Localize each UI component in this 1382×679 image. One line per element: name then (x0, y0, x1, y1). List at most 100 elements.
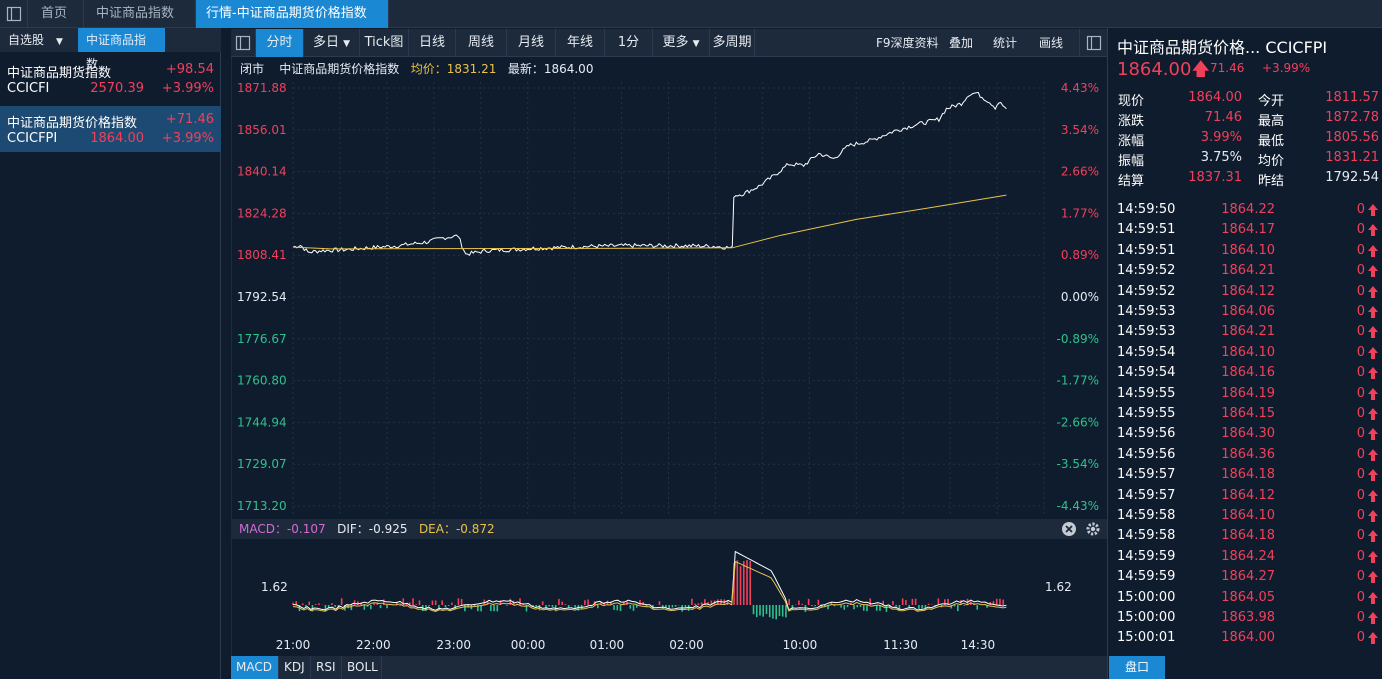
instrument-title: 中证商品期货价格... CCICFPI (1117, 38, 1328, 57)
tick-row: 15:00:00 1863.98 0 (1108, 610, 1382, 630)
watchlist-item-pct: +3.99% (161, 131, 214, 146)
x-tick-label: 21:00 (276, 638, 311, 652)
chart-panel-toggle-button[interactable] (231, 29, 256, 57)
watchlist-item-selected[interactable]: 中证商品期货价格指数 +71.46 CCICFPI 1864.00 +3.99% (0, 106, 221, 152)
tick-price: 1864.10 (1221, 508, 1275, 523)
tick-time: 14:59:56 (1117, 426, 1176, 442)
x-tick-label: 11:30 (883, 638, 918, 652)
f9-research-label: F9深度资料 (876, 36, 939, 50)
watchlist-item-change: +71.46 (165, 112, 214, 127)
stat-label: 最高 (1258, 114, 1285, 129)
gear-icon[interactable] (1085, 521, 1101, 537)
tab-macd[interactable]: MACD (231, 656, 279, 679)
y-tick-label: 1760.80 (237, 374, 287, 388)
tick-time: 14:59:59 (1117, 548, 1176, 564)
tick-time: 14:59:51 (1117, 222, 1176, 238)
tab-tick[interactable]: Tick图 (360, 29, 409, 57)
y-tick-label-pct: 0.00% (1061, 290, 1099, 304)
tick-price: 1864.22 (1221, 202, 1275, 217)
price-lines (292, 91, 1007, 257)
avg-price-label: 均价：1831.21 (410, 62, 497, 76)
y-tick-label: 1713.20 (237, 499, 287, 513)
dif-line (292, 550, 1007, 611)
panel-toggle-icon (235, 35, 251, 51)
x-tick-label: 14:30 (961, 638, 996, 652)
tab-multi-period[interactable]: 多周期 (710, 29, 755, 57)
quote-stat-row: 涨幅 3.99% 最低 1805.56 (1108, 130, 1382, 150)
dea-line (292, 560, 1007, 613)
x-tick-label: 01:00 (590, 638, 625, 652)
tab-csi-index-list-label: 中证商品指数 (86, 33, 147, 71)
up-arrow-icon: 🡅 (1191, 59, 1210, 80)
macd-level-right: 1.62 (1045, 580, 1072, 594)
tab-more[interactable]: 更多 ▼ (653, 29, 710, 57)
panel-toggle-icon (6, 6, 21, 22)
tick-row: 14:59:51 1864.10 0 (1108, 243, 1382, 263)
order-book-button[interactable]: 盘口 (1109, 656, 1165, 679)
tick-row: 14:59:56 1864.30 0 (1108, 426, 1382, 446)
tick-volume: 0 (1356, 304, 1365, 319)
tick-row: 15:00:01 1864.00 0 (1108, 630, 1382, 650)
overlay-button[interactable]: 叠加 (949, 29, 973, 57)
tab-csi-index-list[interactable]: 中证商品指数 (78, 28, 165, 71)
tab-boll[interactable]: BOLL (342, 656, 382, 679)
tick-price: 1864.00 (1221, 630, 1275, 646)
up-arrow-icon (1368, 285, 1378, 298)
tab-daily-label: 日线 (418, 35, 445, 50)
tab-rsi[interactable]: RSI (311, 656, 342, 679)
top-tab-bar: 首页 中证商品指数 行情-中证商品期货价格指数× (0, 0, 1382, 49)
tab-multi-day[interactable]: 多日 ▼ (304, 29, 360, 57)
stat-label: 涨幅 (1118, 134, 1145, 149)
f9-research-button[interactable]: F9深度资料 (876, 29, 939, 57)
tab-rsi-label: RSI (316, 660, 336, 674)
tab-yearly[interactable]: 年线 (556, 29, 605, 57)
tab-1min[interactable]: 1分 (605, 29, 653, 57)
tab-daily[interactable]: 日线 (409, 29, 456, 57)
tab-csi-commodity-index[interactable]: 中证商品指数 (84, 0, 196, 28)
tab-intraday[interactable]: 分时 (256, 29, 304, 57)
watchlist-item-code: CCICFPI (7, 131, 58, 146)
tick-volume: 0 (1356, 487, 1365, 503)
y-tick-label: 1744.94 (237, 415, 287, 429)
tab-kdj[interactable]: KDJ (279, 656, 311, 679)
intraday-chart[interactable]: 1871.88 1856.01 1840.14 1824.28 1808.41 1792.… (231, 57, 1107, 656)
current-price-value: 1864.00 (1117, 59, 1192, 80)
tab-monthly[interactable]: 月线 (507, 29, 556, 57)
stat-label: 振幅 (1118, 154, 1145, 169)
macd-value: MACD：-0.107 (239, 522, 326, 536)
current-price: 1864.00🡅 (1117, 57, 1210, 87)
draw-line-button[interactable]: 画线 (1039, 29, 1063, 57)
tick-time: 15:00:00 (1117, 610, 1176, 625)
tab-watchlist[interactable]: 自选股 ▼ (0, 28, 76, 52)
tick-volume: 0 (1356, 467, 1365, 483)
side-panel-toggle-button[interactable] (1079, 29, 1107, 57)
tick-time: 14:59:53 (1117, 304, 1176, 319)
up-arrow-icon (1368, 224, 1378, 237)
tick-row: 14:59:59 1864.24 0 (1108, 549, 1382, 569)
tick-row: 14:59:53 1864.06 0 (1108, 304, 1382, 324)
tick-price: 1864.06 (1221, 304, 1275, 319)
tick-price: 1864.19 (1221, 385, 1275, 401)
close-icon[interactable] (1061, 521, 1077, 537)
tick-price: 1864.10 (1221, 344, 1275, 360)
tab-home[interactable]: 首页 (29, 0, 84, 28)
x-tick-label: 00:00 (511, 638, 546, 652)
statistics-button[interactable]: 统计 (993, 29, 1017, 57)
indicator-tabs: MACD KDJ RSI BOLL (231, 656, 1107, 679)
quote-stat-row: 涨跌 71.46 最高 1872.78 (1108, 110, 1382, 130)
quote-stat-row: 结算 1837.31 昨结 1792.54 (1108, 170, 1382, 190)
tick-row: 14:59:55 1864.15 0 (1108, 406, 1382, 426)
watchlist-item[interactable]: 中证商品期货指数 +98.54 CCICFI 2570.39 +3.99% (0, 56, 221, 102)
watchlist-item-price: 2570.39 (90, 81, 144, 96)
tick-volume: 0 (1356, 242, 1365, 258)
tick-row: 14:59:52 1864.21 0 (1108, 263, 1382, 283)
watchlist-item-code: CCICFI (7, 81, 50, 96)
tab-quote-active[interactable]: 行情-中证商品期货价格指数× (196, 0, 389, 49)
y-tick-label-pct: 4.43% (1061, 81, 1099, 95)
quote-panel: 中证商品期货价格... CCICFPI 1864.00🡅 71.46 +3.99… (1107, 28, 1382, 679)
tick-volume: 0 (1356, 222, 1365, 238)
tab-weekly[interactable]: 周线 (456, 29, 507, 57)
up-arrow-icon (1368, 448, 1378, 461)
tick-time: 14:59:51 (1117, 242, 1176, 258)
panel-toggle-button[interactable] (0, 0, 28, 28)
